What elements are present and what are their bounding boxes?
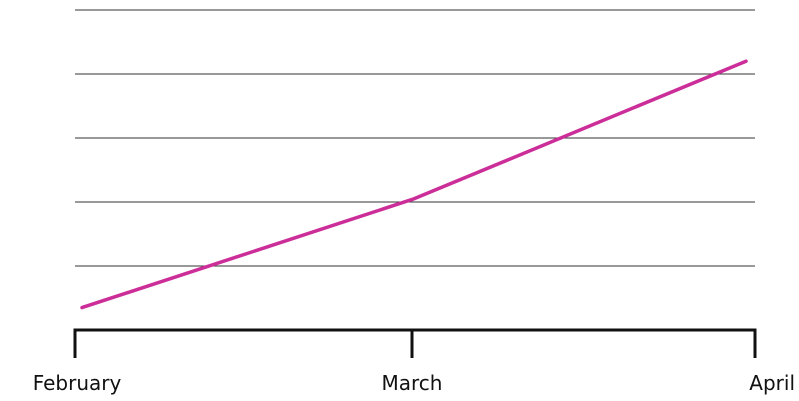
x-tick-label: March	[382, 371, 443, 395]
x-tick-label: February	[33, 371, 122, 395]
x-tick-label: April	[749, 371, 795, 395]
grid-lines	[75, 10, 755, 266]
x-axis-tick-labels: February March April	[33, 371, 795, 395]
x-axis-ticks	[75, 330, 755, 358]
series-line	[82, 61, 746, 307]
series-layer	[82, 61, 746, 308]
